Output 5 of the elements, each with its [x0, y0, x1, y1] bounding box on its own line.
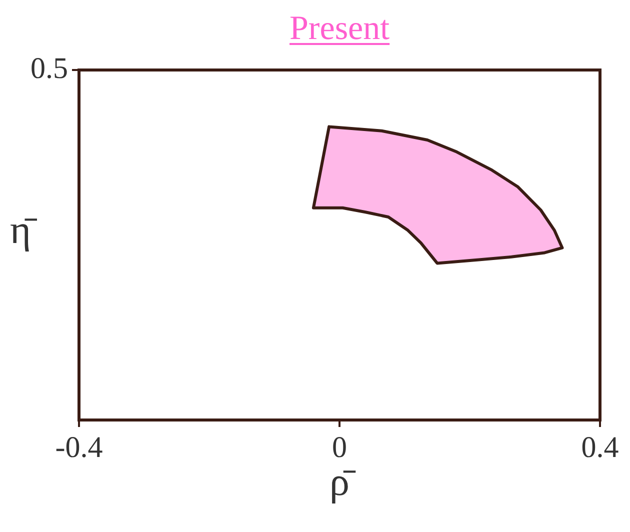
chart-title: Present: [290, 10, 390, 47]
x-tick-label: 0.4: [581, 430, 619, 464]
x-tick-label: -0.4: [55, 430, 103, 464]
x-tick-label: 0: [332, 430, 347, 464]
y-tick-label: 0.5: [30, 52, 68, 85]
